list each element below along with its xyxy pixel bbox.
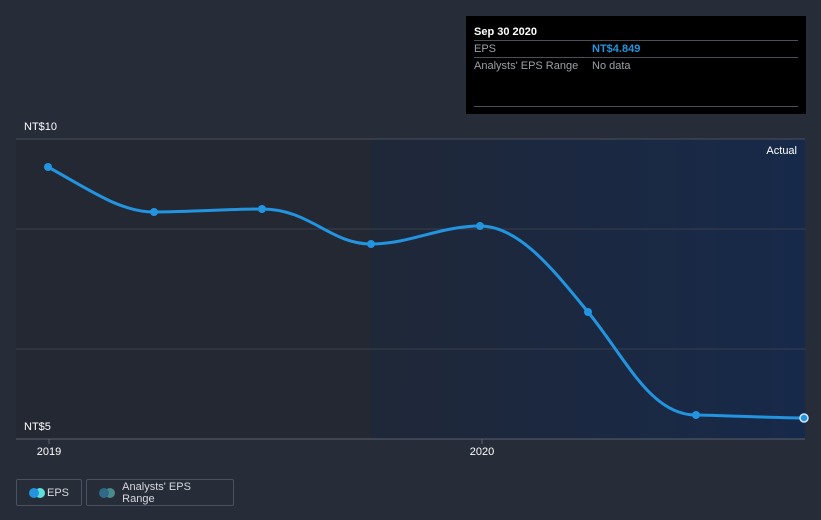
tooltip-divider [474, 106, 798, 107]
tooltip-key: EPS [474, 43, 497, 55]
eps-legend-icon [29, 487, 45, 498]
range-legend-icon [99, 487, 115, 498]
legend-label: Analysts' EPS Range [122, 480, 191, 505]
tooltip-key: Analysts' EPS Range [474, 60, 579, 72]
eps-point[interactable] [150, 208, 158, 216]
eps-point[interactable] [692, 411, 700, 419]
eps-line [46, 165, 806, 420]
eps-point[interactable] [584, 308, 592, 316]
tooltip: Sep 30 2020 EPS NT$4.849 Analysts' EPS R… [466, 16, 806, 114]
x-axis-label-2019: 2019 [36, 446, 62, 458]
legend-item-analysts-range[interactable]: Analysts' EPS Range [86, 479, 234, 506]
actual-region-label: Actual [766, 145, 797, 157]
y-axis-label-bottom: NT$5 [24, 421, 51, 433]
eps-point[interactable] [258, 205, 266, 213]
eps-point[interactable] [44, 163, 52, 171]
tooltip-value: NT$4.849 [592, 43, 641, 55]
eps-point[interactable] [367, 240, 375, 248]
y-axis-label-top: NT$10 [24, 121, 58, 133]
eps-point[interactable] [476, 222, 484, 230]
tooltip-row-range: Analysts' EPS Range No data [474, 57, 798, 74]
tooltip-row-eps: EPS NT$4.849 [474, 40, 798, 57]
legend-item-eps[interactable]: EPS [16, 479, 82, 506]
tooltip-date: Sep 30 2020 [474, 26, 537, 38]
actual-region [371, 139, 805, 439]
tooltip-value: No data [592, 60, 631, 72]
eps-point-highlighted[interactable] [799, 413, 809, 423]
legend-label: EPS [46, 486, 69, 499]
x-axis-label-2020: 2020 [469, 446, 495, 458]
plot-area-past [16, 139, 371, 439]
